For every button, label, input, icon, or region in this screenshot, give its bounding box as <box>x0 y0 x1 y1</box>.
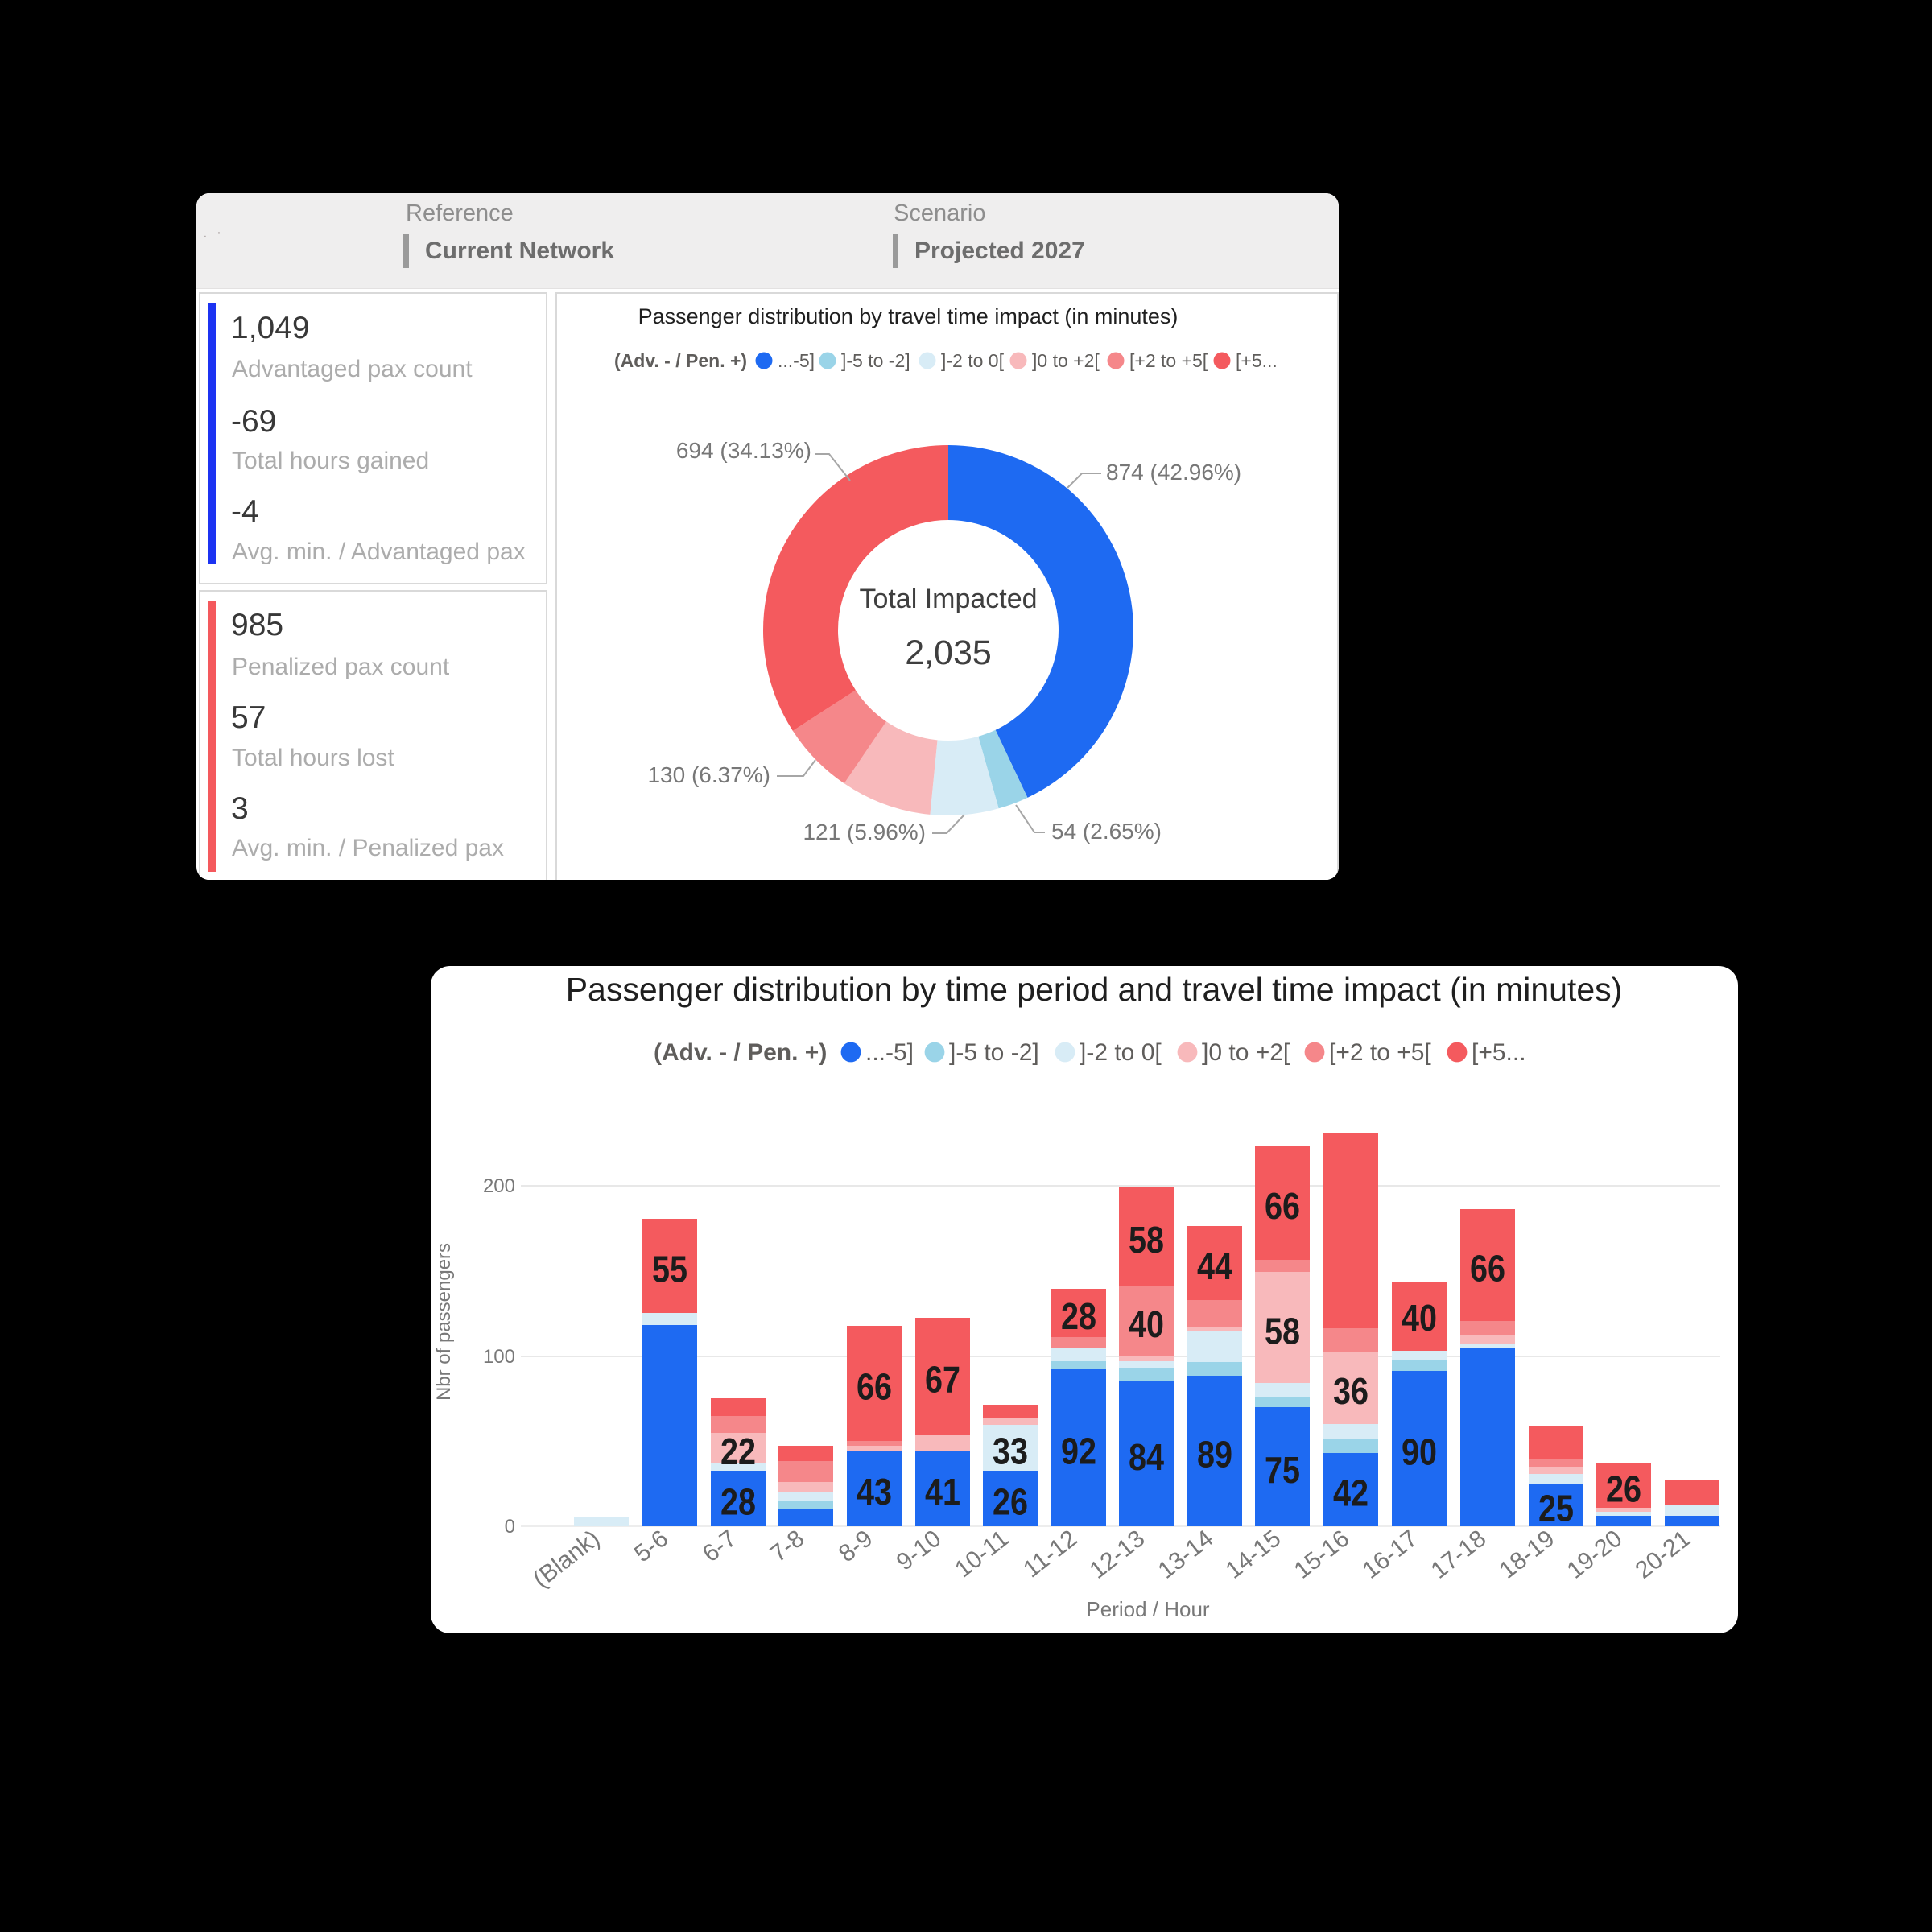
svg-text:66: 66 <box>1470 1248 1505 1290</box>
svg-text:]-5 to -2]: ]-5 to -2] <box>841 350 910 371</box>
svg-text:89: 89 <box>1197 1434 1232 1476</box>
svg-text:19-20: 19-20 <box>1563 1525 1628 1584</box>
svg-text:20-21: 20-21 <box>1631 1525 1696 1584</box>
svg-text:]0 to +2[: ]0 to +2[ <box>1032 350 1100 371</box>
svg-text:25: 25 <box>1538 1488 1574 1530</box>
svg-text:(Adv. - / Pen. +): (Adv. - / Pen. +) <box>654 1039 827 1066</box>
svg-text:14-15: 14-15 <box>1221 1525 1286 1584</box>
svg-text:90: 90 <box>1402 1431 1437 1473</box>
svg-text:75: 75 <box>1265 1449 1300 1491</box>
svg-text:7-8: 7-8 <box>766 1525 809 1568</box>
svg-text:33: 33 <box>993 1430 1028 1472</box>
svg-text:10-11: 10-11 <box>950 1525 1013 1583</box>
svg-text:200: 200 <box>483 1175 515 1197</box>
svg-text:11-12: 11-12 <box>1018 1525 1082 1583</box>
svg-text:55: 55 <box>652 1249 687 1290</box>
svg-text:[+2 to +5[: [+2 to +5[ <box>1329 1039 1431 1066</box>
svg-text:(Blank): (Blank) <box>528 1525 605 1594</box>
svg-text:26: 26 <box>1606 1468 1641 1510</box>
svg-text:874 (42.96%): 874 (42.96%) <box>1106 460 1241 485</box>
svg-text:Nbr of passengers: Nbr of passengers <box>433 1243 455 1401</box>
svg-text:Total Impacted: Total Impacted <box>859 584 1037 614</box>
svg-text:Passenger distribution by trav: Passenger distribution by travel time im… <box>638 304 1179 328</box>
svg-text:2,035: 2,035 <box>905 634 992 672</box>
svg-text:]-2 to 0[: ]-2 to 0[ <box>941 350 1005 371</box>
svg-text:84: 84 <box>1129 1436 1164 1478</box>
svg-text:...-5]: ...-5] <box>778 350 815 371</box>
svg-text:13-14: 13-14 <box>1154 1525 1219 1584</box>
svg-text:130 (6.37%): 130 (6.37%) <box>647 762 770 787</box>
svg-text:36: 36 <box>1333 1370 1368 1412</box>
svg-text:8-9: 8-9 <box>834 1525 877 1568</box>
svg-text:9-10: 9-10 <box>892 1525 947 1576</box>
svg-text:121 (5.96%): 121 (5.96%) <box>803 819 926 844</box>
svg-text:44: 44 <box>1197 1245 1232 1287</box>
svg-text:Period / Hour: Period / Hour <box>1086 1597 1210 1621</box>
svg-text:40: 40 <box>1129 1303 1164 1345</box>
svg-text:18-19: 18-19 <box>1495 1525 1560 1584</box>
svg-text:16-17: 16-17 <box>1358 1525 1423 1584</box>
svg-text:15-16: 15-16 <box>1290 1525 1355 1584</box>
svg-text:22: 22 <box>720 1430 756 1472</box>
svg-text:28: 28 <box>720 1481 756 1523</box>
svg-text:Passenger distribution by time: Passenger distribution by time period an… <box>566 971 1623 1008</box>
svg-text:]-5 to -2]: ]-5 to -2] <box>949 1039 1039 1066</box>
svg-text:[+5...: [+5... <box>1472 1039 1526 1066</box>
svg-text:42: 42 <box>1333 1472 1368 1514</box>
svg-text:28: 28 <box>1061 1295 1096 1337</box>
svg-text:41: 41 <box>925 1471 960 1513</box>
svg-text:6-7: 6-7 <box>698 1525 741 1568</box>
svg-text:92: 92 <box>1061 1430 1096 1472</box>
svg-text:66: 66 <box>1265 1185 1300 1227</box>
svg-text:]-2 to 0[: ]-2 to 0[ <box>1080 1039 1162 1066</box>
svg-text:0: 0 <box>505 1516 515 1538</box>
svg-text:5-6: 5-6 <box>630 1525 673 1568</box>
svg-text:]0 to +2[: ]0 to +2[ <box>1202 1039 1290 1066</box>
svg-text:[+2 to +5[: [+2 to +5[ <box>1129 350 1208 371</box>
svg-text:43: 43 <box>857 1471 892 1513</box>
svg-text:54 (2.65%): 54 (2.65%) <box>1051 819 1162 844</box>
svg-text:26: 26 <box>993 1481 1028 1523</box>
svg-text:12-13: 12-13 <box>1085 1525 1150 1584</box>
svg-text:66: 66 <box>857 1366 892 1408</box>
svg-text:[+5...: [+5... <box>1236 350 1278 371</box>
svg-text:58: 58 <box>1129 1219 1164 1261</box>
svg-text:58: 58 <box>1265 1311 1300 1352</box>
svg-text:40: 40 <box>1402 1297 1437 1339</box>
svg-text:...-5]: ...-5] <box>865 1039 914 1066</box>
svg-text:(Adv. - / Pen. +): (Adv. - / Pen. +) <box>614 350 747 371</box>
svg-text:67: 67 <box>925 1359 960 1401</box>
svg-text:694 (34.13%): 694 (34.13%) <box>676 438 811 463</box>
svg-text:17-18: 17-18 <box>1426 1525 1492 1584</box>
svg-text:100: 100 <box>483 1346 515 1368</box>
